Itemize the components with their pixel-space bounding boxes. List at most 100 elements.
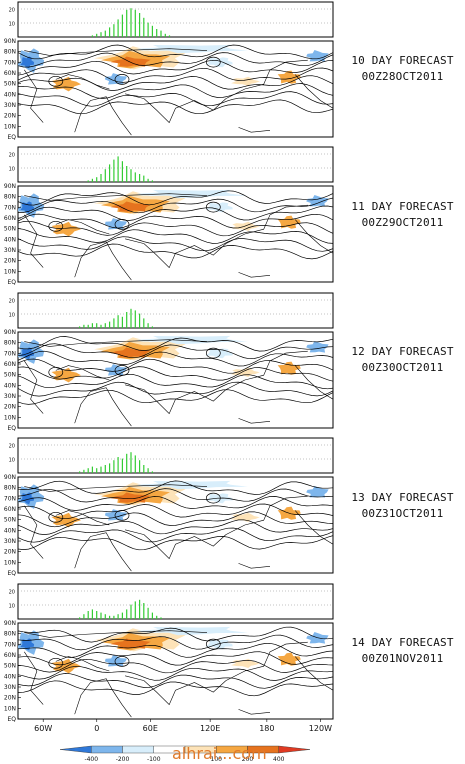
anomaly-negative-strong [20,201,35,214]
coastline [24,339,208,347]
histogram-bar [100,324,102,328]
histogram-bar [143,175,145,182]
height-contour [18,658,333,674]
latitude-tick-label: 20N [4,258,16,265]
histogram-bar [134,601,136,619]
closed-low-contour [48,366,64,378]
closed-low-contour [114,510,130,521]
latitude-tick-label: 50N [4,81,16,88]
height-contour [18,350,333,367]
histogram-bar [130,169,132,182]
coastline [74,532,132,572]
histogram-bar [147,323,149,328]
coastline [24,505,44,559]
height-contour [18,651,333,666]
closed-low-contour [48,220,64,232]
height-contour [18,67,333,83]
closed-low-contour [205,201,221,213]
colorbar-tick-label: -400 [84,756,98,763]
latitude-tick-label: 30N [4,102,16,109]
histogram-bar [104,614,106,619]
coastline [125,238,227,269]
height-contour [18,496,333,511]
panel-label-forecast-2: 11 DAY FORECAST [351,200,454,213]
latitude-tick-label: 20N [4,404,16,411]
height-contour [18,634,333,651]
histogram-frame [17,583,334,620]
latitude-tick-label: 30N [4,393,16,400]
coastline [125,675,227,706]
histogram-bar [109,164,111,182]
histogram-bar [91,466,93,473]
latitude-tick-label: 40N [4,236,16,243]
coastline [24,651,44,705]
latitude-tick-label: 80N [4,485,16,492]
latitude-tick-label: 80N [4,194,16,201]
height-contour [18,59,333,76]
histogram-bar [130,8,132,37]
panel-label-forecast-4: 13 DAY FORECAST [351,491,454,504]
colorbar-tick-label: -100 [147,756,161,763]
histogram-ytick-label: 10 [9,167,15,173]
histogram-bar [87,324,89,328]
coastline [294,365,333,400]
histogram-bar [160,617,162,619]
colorbar-segment [91,745,123,754]
histogram-bar [121,316,123,328]
anomaly-positive-light [231,367,260,377]
height-contour [18,373,333,390]
height-contour [18,205,333,221]
forecast-panel-1 [17,1,334,138]
coastline [55,365,110,381]
map-content [18,44,333,136]
histogram-bar [79,471,81,473]
histogram-bar [79,617,81,619]
histogram-ytick-label: 20 [9,444,15,450]
coastline [294,219,333,254]
histogram-bar [113,24,115,37]
histogram-bar [100,612,102,619]
latitude-tick-label: 60N [4,215,16,222]
anomaly-negative-mid [306,486,329,498]
histogram-bar [121,14,123,37]
histogram-bar [104,323,106,328]
colorbar-segment [278,745,311,754]
panel-label-time-5: 00Z01NOV2011 [361,652,444,665]
histogram-bar [126,453,128,473]
colorbar-segment [59,745,92,754]
anomaly-negative-strong [20,638,35,651]
latitude-tick-label: 50N [4,517,16,524]
coastline [238,418,271,424]
coastline [238,709,271,715]
colorbar-tick-label: -200 [116,756,130,763]
histogram-ytick-label: 10 [9,313,15,319]
histogram-bar [139,460,141,473]
closed-low-contour [205,492,221,504]
histogram-frame [17,1,334,38]
height-contour [18,673,333,689]
longitude-tick-label: 120W [309,724,332,733]
histogram-bar [83,614,85,619]
histogram-bar [134,9,136,38]
histogram-bar [139,313,141,328]
closed-low-contour [205,347,221,359]
latitude-tick-label: 70N [4,350,16,357]
latitude-tick-label: EQ [7,570,16,577]
map-content [18,189,333,281]
histogram-bar [91,609,93,619]
anomaly-positive-mid [277,361,301,375]
latitude-tick-label: 90N [4,183,16,190]
latitude-tick-label: 40N [4,382,16,389]
height-contour [18,99,333,115]
coastline [294,74,333,109]
coastline [24,193,208,201]
latitude-tick-label: EQ [7,425,16,432]
panel-label-forecast-5: 14 DAY FORECAST [351,636,454,649]
histogram-bar [83,469,85,473]
height-contour [18,680,333,697]
latitude-tick-label: 30N [4,684,16,691]
coastline [24,69,44,123]
anomaly-positive-mid [51,221,81,237]
histogram-ytick-label: 20 [9,299,15,305]
